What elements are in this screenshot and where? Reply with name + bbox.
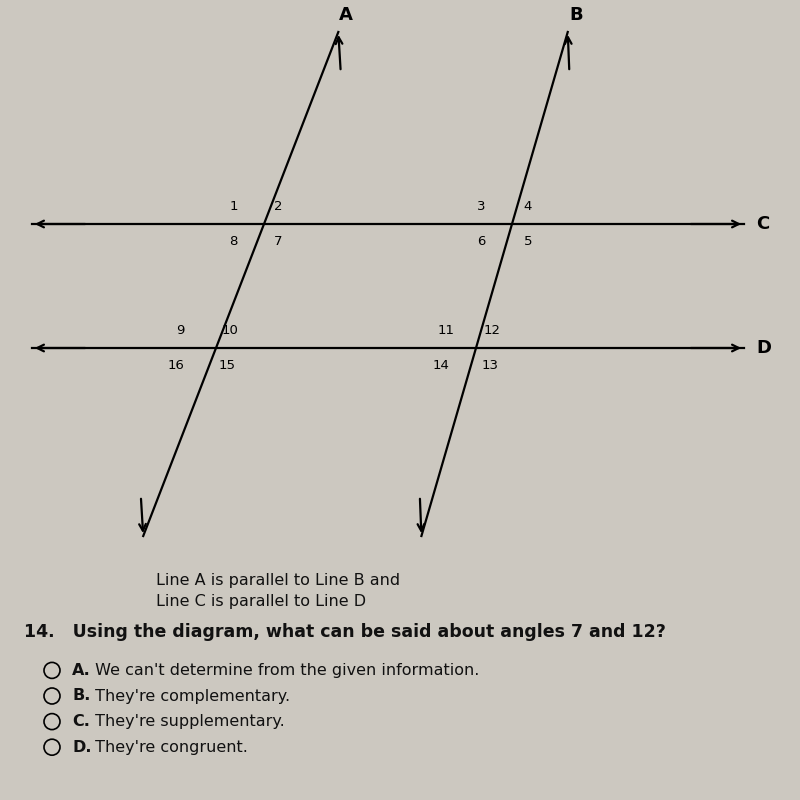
Text: 9: 9: [176, 324, 184, 337]
Text: A.: A.: [72, 663, 90, 678]
Text: We can't determine from the given information.: We can't determine from the given inform…: [90, 663, 480, 678]
Text: 10: 10: [222, 324, 239, 337]
Text: 14.   Using the diagram, what can be said about angles 7 and 12?: 14. Using the diagram, what can be said …: [24, 623, 666, 641]
Text: 13: 13: [482, 359, 499, 372]
Text: 2: 2: [274, 200, 282, 213]
Text: They're complementary.: They're complementary.: [90, 689, 290, 703]
Text: 5: 5: [524, 235, 532, 248]
Text: 1: 1: [230, 200, 238, 213]
Text: 4: 4: [524, 200, 532, 213]
Text: B.: B.: [72, 689, 90, 703]
Text: 16: 16: [167, 359, 185, 372]
Text: D.: D.: [72, 740, 91, 754]
Text: They're congruent.: They're congruent.: [90, 740, 248, 754]
Text: C.: C.: [72, 714, 90, 729]
Text: They're supplementary.: They're supplementary.: [90, 714, 285, 729]
Text: 8: 8: [230, 235, 238, 248]
Text: 14: 14: [432, 359, 450, 372]
Text: 6: 6: [478, 235, 486, 248]
Text: Line C is parallel to Line D: Line C is parallel to Line D: [156, 594, 366, 609]
Text: A: A: [339, 6, 354, 24]
Text: 12: 12: [483, 324, 501, 337]
Text: C: C: [756, 215, 770, 233]
Text: 3: 3: [478, 200, 486, 213]
Text: D: D: [756, 339, 771, 357]
Text: 15: 15: [218, 359, 236, 372]
Text: B: B: [569, 6, 582, 24]
Text: Line A is parallel to Line B and: Line A is parallel to Line B and: [156, 573, 400, 587]
Text: 11: 11: [437, 324, 454, 337]
Text: 7: 7: [274, 235, 282, 248]
